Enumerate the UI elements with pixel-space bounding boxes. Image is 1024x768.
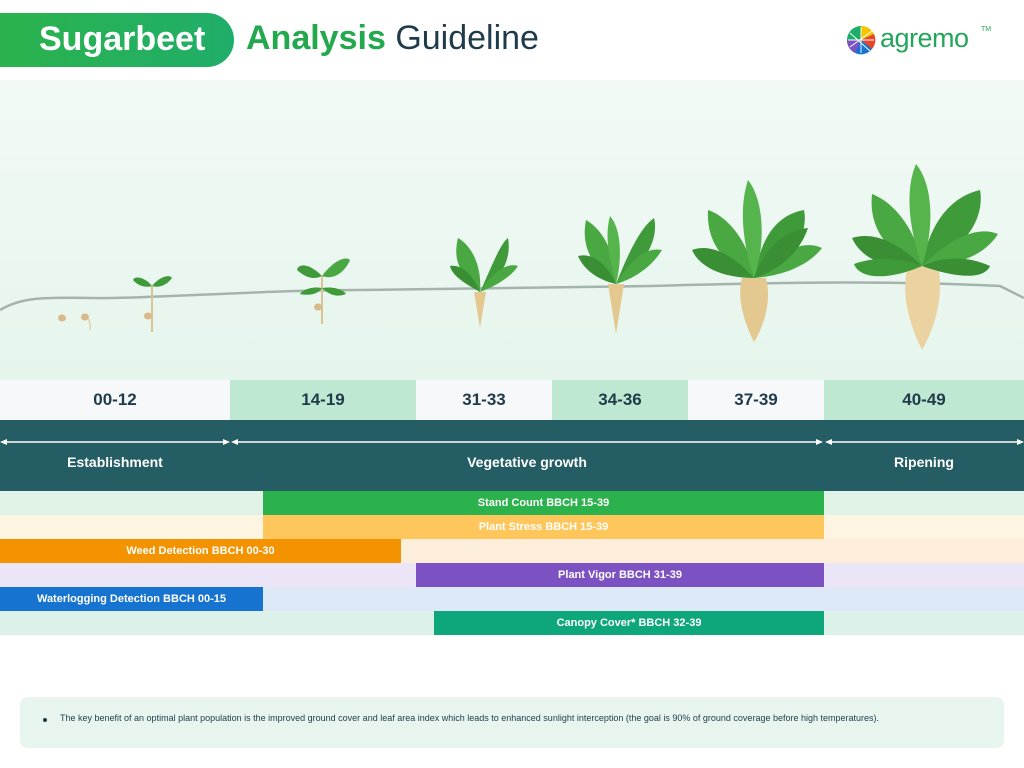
phase-ripening: Ripening <box>894 454 954 470</box>
stage-00-12: 00-12 <box>0 380 230 420</box>
stage-14-19: 14-19 <box>230 380 416 420</box>
canopy-cover-bar: Canopy Cover* BBCH 32-39 <box>434 611 824 635</box>
stage-34-36: 34-36 <box>552 380 688 420</box>
growth-stages-illustration <box>0 164 1024 350</box>
title-rest-word: Guideline <box>395 19 539 57</box>
growth-phase-band: Establishment Vegetative growth Ripening <box>0 420 1024 491</box>
leaf-development-stage <box>450 238 518 328</box>
footnote-box: The key benefit of an optimal plant popu… <box>20 697 1004 748</box>
waterlogging-detection-bar: Waterlogging Detection BBCH 00-15 <box>0 587 263 611</box>
footnote-text: The key benefit of an optimal plant popu… <box>60 713 880 723</box>
brand-name: agremo <box>880 23 969 53</box>
waterlogging-detection-track: Waterlogging Detection BBCH 00-15 <box>0 587 1024 611</box>
plant-vigor-track: Plant Vigor BBCH 31-39 <box>0 563 1024 587</box>
seed-stage <box>58 313 91 331</box>
canopy-cover-track: Canopy Cover* BBCH 32-39 <box>0 611 1024 635</box>
stage-31-33: 31-33 <box>416 380 552 420</box>
brand-logo: agremo TM <box>846 23 991 56</box>
stage-40-49: 40-49 <box>824 380 1024 420</box>
weed-detection-bar: Weed Detection BBCH 00-30 <box>0 539 401 563</box>
brand-globe-icon <box>846 25 876 55</box>
title-pill: Sugarbeet <box>0 13 234 67</box>
phase-establishment: Establishment <box>67 454 163 470</box>
stage-37-39: 37-39 <box>688 380 824 420</box>
plant-vigor-bar: Plant Vigor BBCH 31-39 <box>416 563 824 587</box>
phase-arrows <box>0 439 1024 445</box>
weed-detection-track: Weed Detection BBCH 00-30 <box>0 539 1024 563</box>
stand-count-track: Stand Count BBCH 15-39 <box>0 491 1024 515</box>
stand-count-bar: Stand Count BBCH 15-39 <box>263 491 824 515</box>
growth-illustration <box>0 80 1024 380</box>
plant-stress-track: Plant Stress BBCH 15-39 <box>0 515 1024 539</box>
cotyledon-stage <box>133 276 172 332</box>
rosette-stage <box>578 216 662 334</box>
canopy-stage <box>692 180 822 342</box>
phase-vegetative-growth: Vegetative growth <box>467 454 587 470</box>
trademark-mark: TM <box>981 26 992 33</box>
soil-line <box>0 281 1024 312</box>
plant-stress-bar: Plant Stress BBCH 15-39 <box>263 515 824 539</box>
ripening-stage <box>852 164 998 350</box>
bullet-icon <box>43 718 47 722</box>
page-title: Analysis Guideline <box>246 19 539 58</box>
two-leaf-stage <box>297 258 350 324</box>
title-accent-word: Analysis <box>246 19 386 57</box>
crop-name: Sugarbeet <box>39 20 206 58</box>
bbch-stage-row: 00-12 14-19 31-33 34-36 37-39 40-49 <box>0 380 1024 420</box>
